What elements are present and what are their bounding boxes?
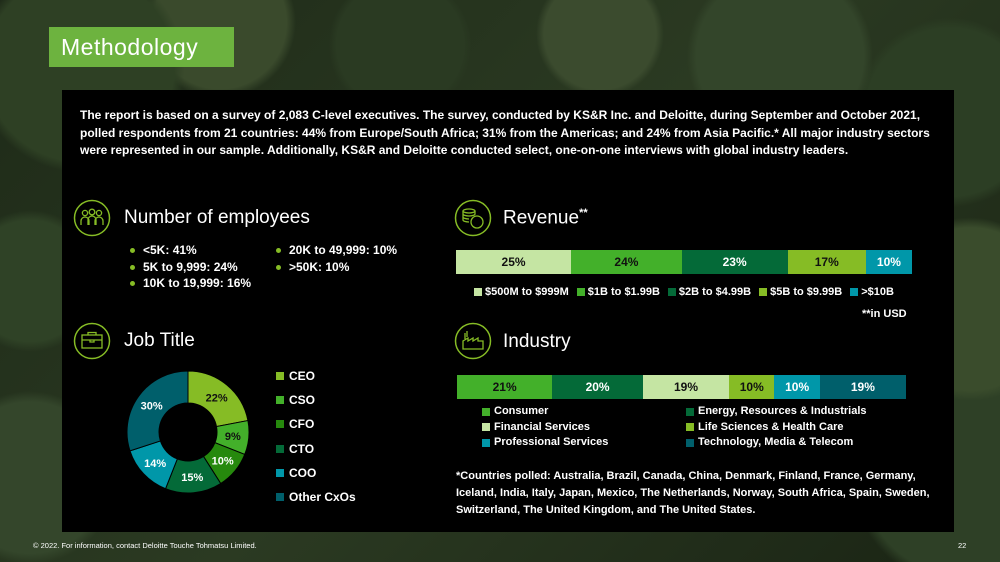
legend-item: $5B to $9.99B [759, 286, 842, 298]
list-item: 10K to 19,999: 16% [127, 275, 251, 292]
donut-label: 9% [225, 431, 241, 443]
industry-title: Industry [503, 331, 571, 352]
legend-swatch [276, 396, 284, 405]
donut-label: 14% [144, 458, 166, 470]
legend-item: Life Sciences & Health Care [686, 421, 896, 435]
people-group-icon [73, 199, 111, 237]
coins-icon [454, 199, 492, 237]
legend-label: $2B to $4.99B [678, 286, 752, 298]
list-item: 5K to 9,999: 24% [127, 259, 251, 276]
revenue-title: Revenue** [503, 207, 588, 229]
industry-legend: Consumer Energy, Resources & Industrials F… [482, 405, 896, 450]
legend-swatch [276, 444, 284, 453]
legend-swatch [686, 423, 694, 432]
job-title-legend: CEO CSO CFO CTO COO Other CxOs [276, 364, 356, 509]
donut-label: 15% [181, 472, 203, 484]
bar-segment-5: 10% [865, 250, 912, 274]
bar-segment-3: 23% [681, 250, 788, 274]
legend-swatch [576, 288, 585, 296]
employees-title: Number of employees [124, 207, 310, 228]
legend-label: Technology, Media & Telecom [698, 436, 854, 448]
revenue-note: **in USD [862, 308, 907, 320]
list-item: 20K to 49,999: 10% [273, 242, 397, 259]
bar-segment-2: 24% [571, 250, 682, 274]
factory-icon [454, 322, 492, 360]
legend-item: CTO [276, 437, 356, 461]
legend-label: $500M to $999M [485, 286, 569, 298]
legend-item: >$10B [850, 286, 894, 298]
bar-segment-6: 19% [819, 375, 906, 399]
legend-swatch [276, 468, 284, 477]
legend-label: CTO [289, 441, 315, 456]
legend-item: CFO [276, 412, 356, 436]
countries-note: *Countries polled: Australia, Brazil, Ca… [456, 470, 930, 516]
legend-swatch [759, 288, 768, 296]
legend-label: Energy, Resources & Industrials [698, 405, 867, 417]
page-title: Methodology [49, 27, 234, 67]
legend-item: Energy, Resources & Industrials [686, 405, 896, 419]
legend-label: Consumer [494, 405, 549, 417]
donut-label: 10% [212, 456, 234, 468]
industry-stacked-bar: 21% 20% 19% 10% 10% 19% [457, 375, 906, 399]
legend-item: Financial Services [482, 421, 686, 435]
legend-label: $5B to $9.99B [770, 286, 843, 298]
legend-item: COO [276, 461, 356, 485]
legend-label: CSO [289, 393, 316, 408]
legend-swatch [276, 493, 284, 502]
legend-item: CSO [276, 388, 356, 412]
bar-segment-2: 20% [552, 375, 643, 399]
employees-list-col2: 20K to 49,999: 10% >50K: 10% [273, 242, 397, 275]
legend-label: Professional Services [494, 436, 609, 448]
list-item: >50K: 10% [273, 259, 397, 276]
bar-segment-4: 10% [729, 375, 775, 399]
legend-item: Consumer [482, 405, 686, 419]
legend-label: Other CxOs [289, 490, 356, 505]
legend-item: $1B to $1.99B [576, 286, 660, 298]
legend-swatch [474, 288, 482, 296]
legend-swatch [482, 423, 490, 432]
legend-item: Professional Services [482, 436, 686, 450]
briefcase-icon [73, 322, 111, 360]
legend-swatch [482, 438, 490, 447]
legend-swatch [276, 372, 284, 381]
revenue-legend: $500M to $999M $1B to $1.99B $2B to $4.99B… [474, 286, 902, 299]
job-title-heading: Job Title [124, 330, 195, 351]
legend-swatch [850, 288, 859, 296]
donut-slice-other-cxos [126, 370, 189, 452]
donut-label: 22% [206, 392, 228, 404]
legend-swatch [482, 407, 490, 416]
bar-segment-1: 21% [457, 375, 553, 399]
donut-label: 30% [141, 401, 163, 413]
legend-label: Life Sciences & Health Care [698, 420, 844, 433]
legend-swatch [276, 420, 284, 429]
legend-item: Other CxOs [276, 485, 356, 509]
legend-label: COO [289, 465, 317, 480]
bar-segment-4: 17% [787, 250, 866, 274]
footer-copyright: © 2022. For information, contact Deloitt… [33, 541, 257, 550]
legend-label: >$10B [861, 286, 894, 298]
legend-item: Technology, Media & Telecom [686, 436, 896, 450]
list-item: <5K: 41% [127, 242, 251, 259]
page-number: 22 [958, 541, 967, 550]
legend-item: $500M to $999M [474, 286, 569, 298]
legend-item: CEO [276, 364, 356, 388]
bar-segment-1: 25% [456, 250, 572, 274]
legend-label: CFO [289, 417, 315, 432]
legend-label: CEO [289, 369, 316, 384]
legend-item: $2B to $4.99B [667, 286, 752, 298]
bar-segment-5: 10% [774, 375, 820, 399]
revenue-stacked-bar: 25% 24% 23% 17% 10% [456, 250, 912, 274]
bar-segment-3: 19% [642, 375, 730, 399]
legend-swatch [686, 407, 694, 416]
legend-label: Financial Services [494, 420, 590, 433]
legend-swatch [686, 438, 694, 447]
employees-list-col1: <5K: 41% 5K to 9,999: 24% 10K to 19,999:… [127, 242, 251, 292]
legend-swatch [667, 288, 676, 296]
job-title-donut-chart: 22% 9% 10% 15% 14% 30% [126, 370, 250, 494]
intro-paragraph: The report is based on a survey of 2,083… [80, 108, 930, 157]
legend-label: $1B to $1.99B [587, 286, 660, 298]
